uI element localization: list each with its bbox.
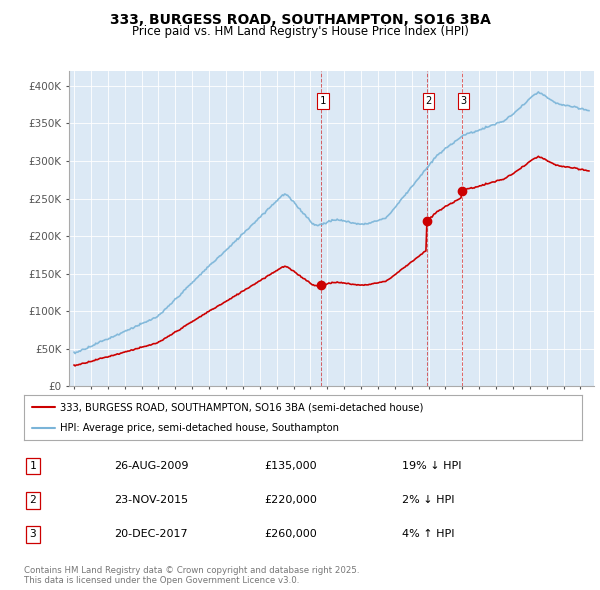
Text: 26-AUG-2009: 26-AUG-2009 (114, 461, 188, 471)
Text: 333, BURGESS ROAD, SOUTHAMPTON, SO16 3BA (semi-detached house): 333, BURGESS ROAD, SOUTHAMPTON, SO16 3BA… (60, 402, 424, 412)
Text: 1: 1 (320, 96, 326, 106)
Text: 23-NOV-2015: 23-NOV-2015 (114, 495, 188, 505)
Text: £220,000: £220,000 (264, 495, 317, 505)
Text: Price paid vs. HM Land Registry's House Price Index (HPI): Price paid vs. HM Land Registry's House … (131, 25, 469, 38)
Text: 2: 2 (425, 96, 431, 106)
Text: 3: 3 (460, 96, 467, 106)
Text: 1: 1 (29, 461, 37, 471)
Text: £135,000: £135,000 (264, 461, 317, 471)
Text: 4% ↑ HPI: 4% ↑ HPI (402, 529, 455, 539)
Text: 19% ↓ HPI: 19% ↓ HPI (402, 461, 461, 471)
Text: 3: 3 (29, 529, 37, 539)
Text: 2% ↓ HPI: 2% ↓ HPI (402, 495, 455, 505)
Text: Contains HM Land Registry data © Crown copyright and database right 2025.
This d: Contains HM Land Registry data © Crown c… (24, 566, 359, 585)
Text: £260,000: £260,000 (264, 529, 317, 539)
Text: 2: 2 (29, 495, 37, 505)
Text: 333, BURGESS ROAD, SOUTHAMPTON, SO16 3BA: 333, BURGESS ROAD, SOUTHAMPTON, SO16 3BA (110, 13, 490, 27)
Text: 20-DEC-2017: 20-DEC-2017 (114, 529, 188, 539)
Text: HPI: Average price, semi-detached house, Southampton: HPI: Average price, semi-detached house,… (60, 422, 339, 432)
